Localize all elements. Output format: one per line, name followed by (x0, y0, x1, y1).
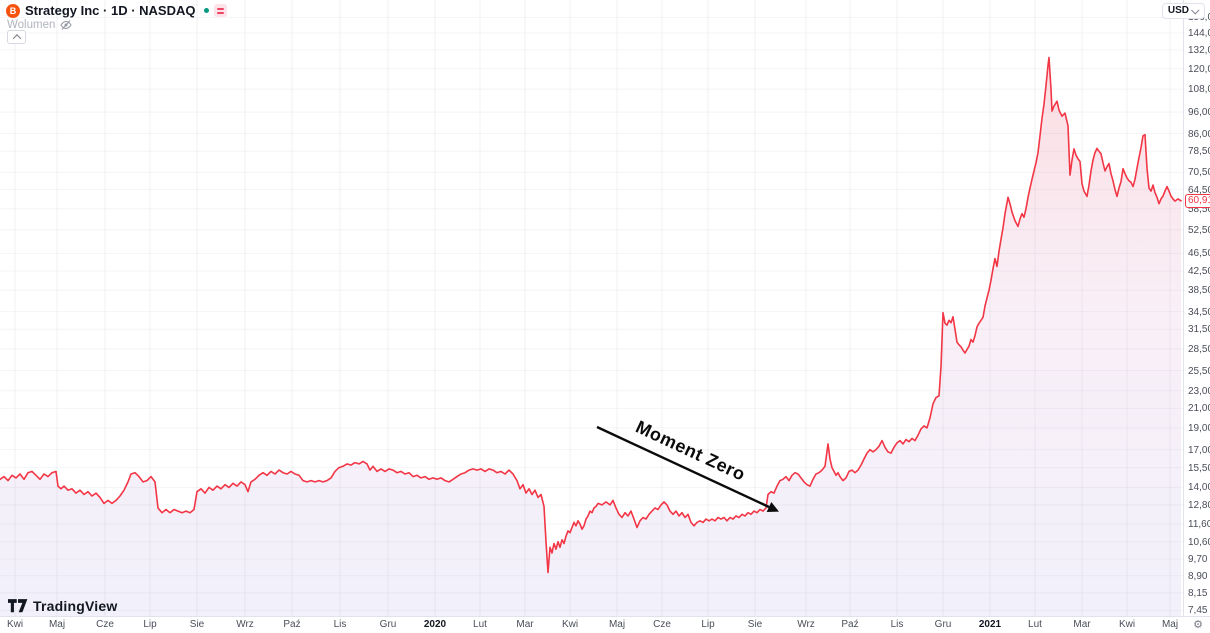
currency-selector[interactable]: USD (1161, 3, 1205, 19)
time-axis-label: Lut (1028, 619, 1042, 630)
currency-label: USD (1167, 5, 1189, 16)
time-axis-label: Paź (283, 619, 301, 630)
price-axis-label: 23,00 (1188, 386, 1210, 397)
time-axis-label: 2020 (423, 619, 447, 630)
current-price-badge: 60,91 (1185, 194, 1210, 208)
time-axis-label: Mar (516, 619, 534, 630)
symbol-logo: B (6, 3, 20, 18)
price-axis-label: 42,50 (1188, 266, 1210, 277)
time-axis-label: Kwi (561, 619, 579, 630)
collapse-pane-button[interactable] (7, 30, 26, 44)
time-axis-label: Maj (48, 619, 66, 630)
eye-off-icon[interactable] (60, 19, 72, 31)
indicator-row[interactable]: Wolumen (7, 19, 72, 31)
time-axis-label: Maj (1161, 619, 1179, 630)
time-axis[interactable]: ⚙ Kwi Maj Cze Lip Sie Wrz Paź Lis Gru 2020 Lut Mar K… (0, 616, 1210, 633)
time-axis-label: Gru (934, 619, 952, 630)
price-axis-label: 120,00 (1188, 64, 1210, 75)
price-axis-label: 12,80 (1188, 500, 1210, 511)
time-axis-label: Wrz (797, 619, 815, 630)
symbol-logo-letter: B (9, 5, 17, 16)
price-axis-label: 8,90 (1188, 571, 1208, 582)
indicator-label[interactable]: Wolumen (7, 19, 56, 31)
time-axis-label: Paź (841, 619, 859, 630)
price-axis-label: 38,50 (1188, 285, 1210, 296)
chevron-down-icon (1191, 6, 1200, 15)
price-axis-label: 46,50 (1188, 248, 1210, 259)
price-axis-label: 15,50 (1188, 463, 1210, 474)
time-axis-label: Lip (701, 619, 715, 630)
price-axis-label: 70,50 (1188, 167, 1210, 178)
price-axis-label: 64,50 (1188, 185, 1210, 196)
time-axis-label: Kwi (1118, 619, 1136, 630)
price-axis-label: 14,00 (1188, 482, 1210, 493)
price-axis-label: 25,50 (1188, 366, 1210, 377)
price-axis-label: 52,50 (1188, 225, 1210, 236)
chevron-up-icon (12, 34, 21, 43)
time-axis-label: Kwi (6, 619, 24, 630)
price-chart[interactable]: Moment Zero (0, 0, 1183, 616)
price-axis-label: 11,60 (1188, 519, 1210, 530)
tradingview-logo-icon (8, 599, 28, 613)
market-status-dot-icon (204, 8, 210, 13)
time-axis-label: Wrz (236, 619, 254, 630)
price-axis-label: 78,50 (1188, 146, 1210, 157)
price-axis-label: 31,50 (1188, 324, 1210, 335)
news-badge-icon[interactable] (214, 4, 228, 17)
time-axis-label: Lis (890, 619, 904, 630)
price-axis-label: 8,15 (1188, 588, 1208, 599)
price-axis-label: 7,45 (1188, 605, 1208, 616)
price-axis-label: 28,50 (1188, 344, 1210, 355)
arrow-head-icon (766, 502, 779, 512)
brand-name: TradingView (33, 598, 118, 614)
price-axis-label: 144,00 (1188, 28, 1210, 39)
price-line (0, 56, 1182, 574)
price-axis-label: 34,50 (1188, 307, 1210, 318)
price-axis-label: 132,00 (1188, 45, 1210, 56)
price-axis-label: 21,00 (1188, 403, 1210, 414)
time-axis-label: Lut (473, 619, 487, 630)
price-axis-label: 17,00 (1188, 445, 1210, 456)
time-axis-label: Sie (747, 619, 763, 630)
symbol-legend[interactable]: B Strategy Inc · 1D · NASDAQ (6, 3, 228, 18)
price-area (0, 57, 1181, 616)
time-axis-label: Sie (189, 619, 205, 630)
time-axis-label: Mar (1073, 619, 1091, 630)
tradingview-brand[interactable]: TradingView (8, 598, 117, 614)
price-axis-label: 10,60 (1188, 537, 1210, 548)
price-axis-label: 9,70 (1188, 554, 1208, 565)
price-axis-label: 96,00 (1188, 107, 1210, 118)
moment-zero-annotation[interactable]: Moment Zero (596, 417, 781, 517)
time-axis-label: Lis (333, 619, 347, 630)
symbol-title[interactable]: Strategy Inc · 1D · NASDAQ (25, 3, 196, 18)
price-axis-label: 19,00 (1188, 423, 1210, 434)
price-axis-label: 86,00 (1188, 129, 1210, 140)
time-axis-label: Cze (96, 619, 114, 630)
gear-icon[interactable]: ⚙ (1193, 619, 1203, 631)
price-axis-label: 108,00 (1188, 84, 1210, 95)
time-axis-label: Maj (608, 619, 626, 630)
time-axis-label: Lip (143, 619, 157, 630)
time-axis-label: Cze (653, 619, 671, 630)
price-axis-label: 58,50 (1188, 204, 1210, 215)
price-axis[interactable]: 60,91 156,00144,00132,00120,00108,0096,0… (1183, 0, 1210, 616)
time-axis-label: Gru (379, 619, 397, 630)
time-axis-label: 2021 (978, 619, 1002, 630)
